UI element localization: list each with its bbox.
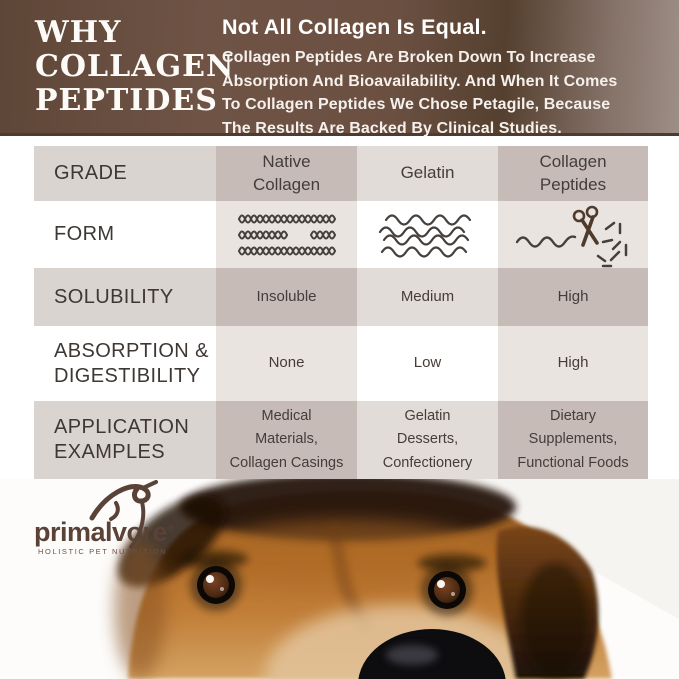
dog-right-eye — [418, 554, 486, 616]
dog-left-eye — [180, 550, 248, 611]
scissors-cut-peptides-icon — [515, 205, 628, 267]
header-banner: WHY COLLAGEN PEPTIDES Not All Collagen I… — [0, 0, 679, 137]
headline-body-text: Collagen Peptides Are Broken Down To Inc… — [222, 49, 618, 137]
table-cell-absorption-native: None — [216, 326, 357, 401]
column-header-gelatin: Gelatin — [357, 146, 498, 201]
table-cell-form-native — [216, 201, 357, 268]
row-label-grade: GRADE — [34, 146, 216, 201]
brand-name: primalvore® — [34, 517, 174, 547]
table-cell-application-gelatin: Gelatin Desserts, Confectionery — [357, 401, 498, 479]
leaping-dog-icon — [89, 480, 158, 549]
headline: Not All Collagen Is Equal. — [222, 15, 487, 39]
table-cell-solubility-native: Insoluble — [216, 268, 357, 326]
table-cell-absorption-gelatin: Low — [357, 326, 498, 401]
table-cell-form-gelatin — [357, 201, 498, 268]
column-header-native-collagen: Native Collagen — [216, 146, 357, 201]
page-title-line: COLLAGEN — [35, 49, 235, 84]
dog-nose-icon — [358, 629, 506, 679]
brand-logo: primalvore® HOLISTIC PET NUTRITION — [34, 480, 204, 556]
table-cell-solubility-gelatin: Medium — [357, 268, 498, 326]
dog-face-photo — [0, 479, 679, 679]
column-header-collagen-peptides: Collagen Peptides — [498, 146, 648, 201]
page-title-line: WHY — [35, 15, 122, 50]
row-label-absorption: ABSORPTION & DIGESTIBILITY — [34, 326, 216, 401]
table-cell-absorption-peptides: High — [498, 326, 648, 401]
table-cell-application-peptides: Dietary Supplements, Functional Foods — [498, 401, 648, 479]
page-title: WHY COLLAGEN PEPTIDES — [35, 16, 234, 118]
wavy-strands-icon — [378, 213, 471, 258]
brand-tagline: HOLISTIC PET NUTRITION — [38, 547, 168, 556]
table-cell-form-peptides — [498, 201, 648, 268]
comparison-table: GRADE Native Collagen Gelatin Collagen P… — [34, 146, 648, 479]
row-label-solubility: SOLUBILITY — [34, 268, 216, 326]
scissors-icon — [572, 205, 599, 247]
triple-helix-mesh-icon — [237, 214, 336, 255]
row-label-form: FORM — [34, 201, 216, 268]
row-label-application-examples: APPLICATION EXAMPLES — [34, 401, 216, 479]
table-cell-solubility-peptides: High — [498, 268, 648, 326]
table-cell-application-native: Medical Materials, Collagen Casings — [216, 401, 357, 479]
registered-mark: ® — [167, 523, 174, 533]
header-copy: Not All Collagen Is Equal. Collagen Pept… — [222, 15, 662, 140]
page-title-line: PEPTIDES — [35, 83, 218, 118]
